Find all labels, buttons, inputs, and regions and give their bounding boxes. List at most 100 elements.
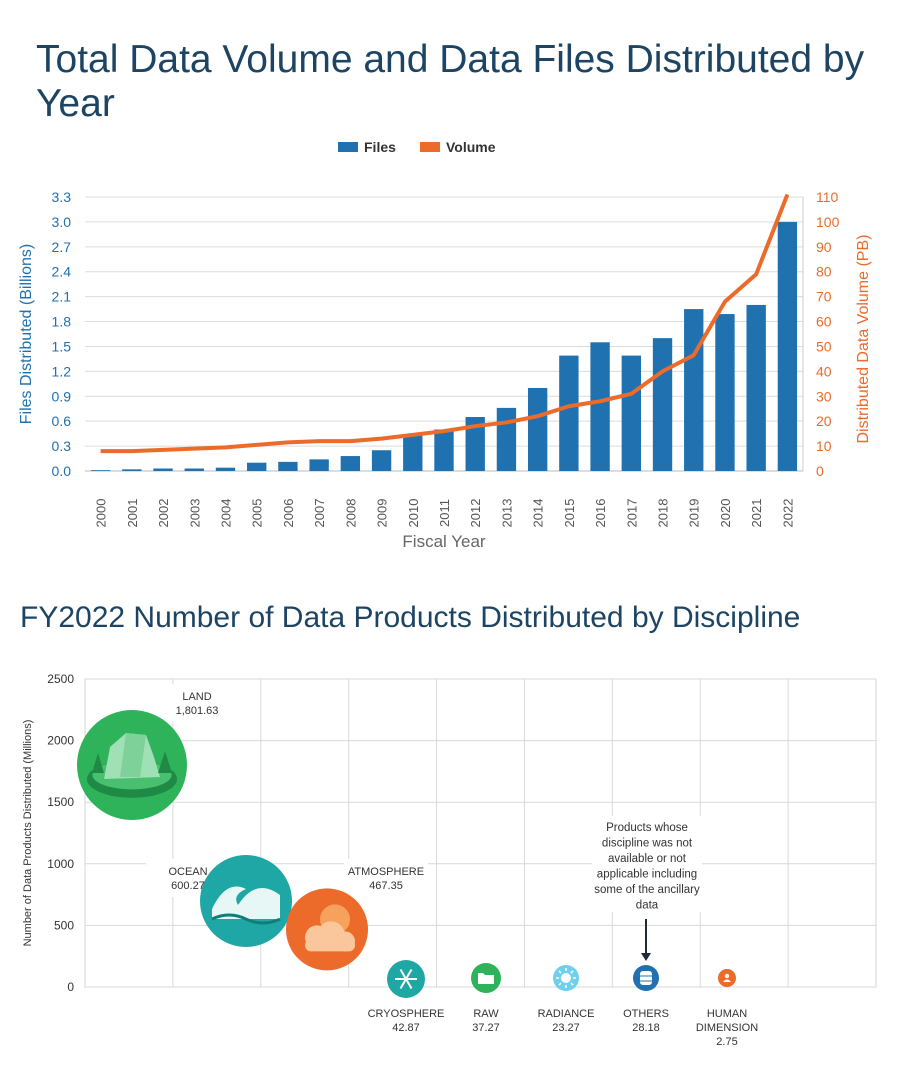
- x-tick-label: 2009: [375, 499, 390, 528]
- legend-label-files: Files: [364, 139, 396, 155]
- y-tick-label: 0: [67, 980, 74, 994]
- wave-icon: [211, 886, 281, 925]
- y-tick-label: 2.1: [52, 289, 72, 305]
- legend-swatch-files: [338, 142, 358, 152]
- x-tick-label: 2021: [749, 499, 764, 528]
- bubble-cryosphere: [387, 960, 425, 998]
- bubble-label-cryosphere: CRYOSPHERE: [368, 1008, 445, 1020]
- y2-tick-label: 50: [816, 338, 832, 354]
- x-axis-title: Fiscal Year: [402, 532, 485, 551]
- y-tick-label: 0.9: [52, 388, 72, 404]
- x-tick-label: 2005: [250, 499, 265, 528]
- y-tick-label: 1.5: [52, 338, 72, 354]
- x-tick-label: 2015: [562, 499, 577, 528]
- bar-files-2021: [746, 304, 766, 471]
- x-tick-label: 2001: [125, 499, 140, 528]
- sun-icon: [556, 968, 576, 988]
- x-tick-label: 2022: [780, 499, 795, 528]
- x-tick-label: 2017: [624, 499, 639, 528]
- y-axis-title: Number of Data Products Distributed (Mil…: [22, 720, 34, 947]
- bar-files-2022: [777, 221, 798, 471]
- bubble-label-land: LAND: [182, 691, 211, 703]
- x-tick-label: 2010: [406, 499, 421, 528]
- annotation-arrowhead: [641, 953, 651, 961]
- bar-files-2002: [153, 468, 173, 471]
- y2-tick-label: 10: [816, 438, 832, 454]
- bar-files-2012: [465, 417, 485, 471]
- y2-tick-label: 70: [816, 289, 832, 305]
- x-tick-label: 2012: [468, 499, 483, 528]
- y-tick-label: 2500: [47, 672, 74, 686]
- legend-label-volume: Volume: [446, 139, 496, 155]
- bar-files-2003: [184, 468, 204, 471]
- legend-swatch-volume: [420, 142, 440, 152]
- y-tick-label: 1500: [47, 795, 74, 809]
- annotation-text: data: [636, 900, 659, 912]
- bubble-others: [633, 965, 659, 991]
- snowflake-icon: [395, 968, 417, 990]
- bubble-raw: [471, 963, 501, 993]
- discipline-bubble-chart: 0 500 1000 1500 2000 2500 Number of Data Produ…: [22, 672, 877, 1048]
- bar-files-2014: [527, 387, 548, 471]
- x-tick-label: 2014: [531, 499, 546, 528]
- bubble-label-land: 1,801.63: [176, 705, 219, 717]
- bubble-label-human-dimension: 2.75: [716, 1036, 737, 1048]
- x-tick-label: 2003: [187, 499, 202, 528]
- plot-area: [84, 678, 877, 988]
- y-tick-label: 3.0: [52, 214, 72, 230]
- x-tick-label: 2000: [94, 499, 109, 528]
- line-volume: [100, 193, 790, 454]
- y-tick-label: 0.3: [52, 438, 72, 454]
- bar-files-2004: [215, 467, 236, 471]
- bubble-label-cryosphere: 42.87: [392, 1022, 420, 1034]
- y-tick-label: 2.7: [52, 239, 72, 255]
- annotation-text: applicable including: [597, 869, 697, 881]
- bar-files-2006: [278, 461, 298, 471]
- land-icon: [86, 733, 178, 798]
- bar-files-2015: [559, 355, 579, 471]
- x-tick-label: 2020: [718, 499, 733, 528]
- y-tick-label: 1.8: [52, 314, 72, 330]
- chart-1-title: Total Data Volume and Data Files Distrib…: [36, 38, 865, 125]
- y-tick-label: 1.2: [52, 363, 72, 379]
- y-tick-label: 1000: [47, 857, 74, 871]
- y2-tick-label: 20: [816, 413, 832, 429]
- annotation-text: discipline was not: [602, 838, 693, 850]
- y2-tick-label: 110: [816, 189, 839, 205]
- bubble-label-atmosphere: 467.35: [369, 880, 403, 892]
- bubble-atmosphere: [286, 888, 368, 971]
- y-tick-label: 2.4: [52, 264, 72, 280]
- y-tick-label: 0.0: [52, 463, 72, 479]
- y2-tick-label: 30: [816, 388, 832, 404]
- x-tick-label: 2002: [156, 499, 171, 528]
- label-bg: [344, 859, 428, 897]
- annotation-bg: [592, 816, 702, 912]
- bar-files-2016: [590, 342, 610, 471]
- bar-files-2007: [309, 459, 329, 471]
- bubble-label-radiance: 23.27: [552, 1022, 580, 1034]
- bubble-label-others: 28.18: [632, 1022, 660, 1034]
- y2-tick-label: 40: [816, 363, 832, 379]
- person-icon: [723, 973, 731, 982]
- label-bg: [155, 684, 239, 722]
- annotation-text: available or not: [608, 853, 687, 865]
- y2-axis-title: Distributed Data Volume (PB): [855, 235, 872, 444]
- bar-files-2009: [371, 450, 392, 471]
- x-tick-label: 2016: [593, 499, 608, 528]
- y2-tick-label: 0: [816, 463, 824, 479]
- bar-files-2010: [403, 434, 423, 471]
- bar-files-2001: [122, 469, 142, 471]
- x-tick-label: 2011: [437, 499, 452, 527]
- bar-files-2017: [621, 355, 641, 471]
- y2-tick-label: 90: [816, 239, 832, 255]
- bar-files-2020: [715, 314, 735, 471]
- bubble-ocean: [200, 855, 292, 948]
- y-axis-title: Files Distributed (Billions): [18, 244, 35, 425]
- sun-cloud-icon: [305, 904, 355, 952]
- bubble-radiance: [553, 965, 579, 991]
- bubble-label-ocean: OCEAN: [168, 866, 207, 878]
- bubble-land: [77, 710, 187, 821]
- y2-tick-label: 60: [816, 314, 832, 330]
- bubble-human-dimension: [718, 969, 736, 987]
- bar-files-2005: [247, 462, 267, 471]
